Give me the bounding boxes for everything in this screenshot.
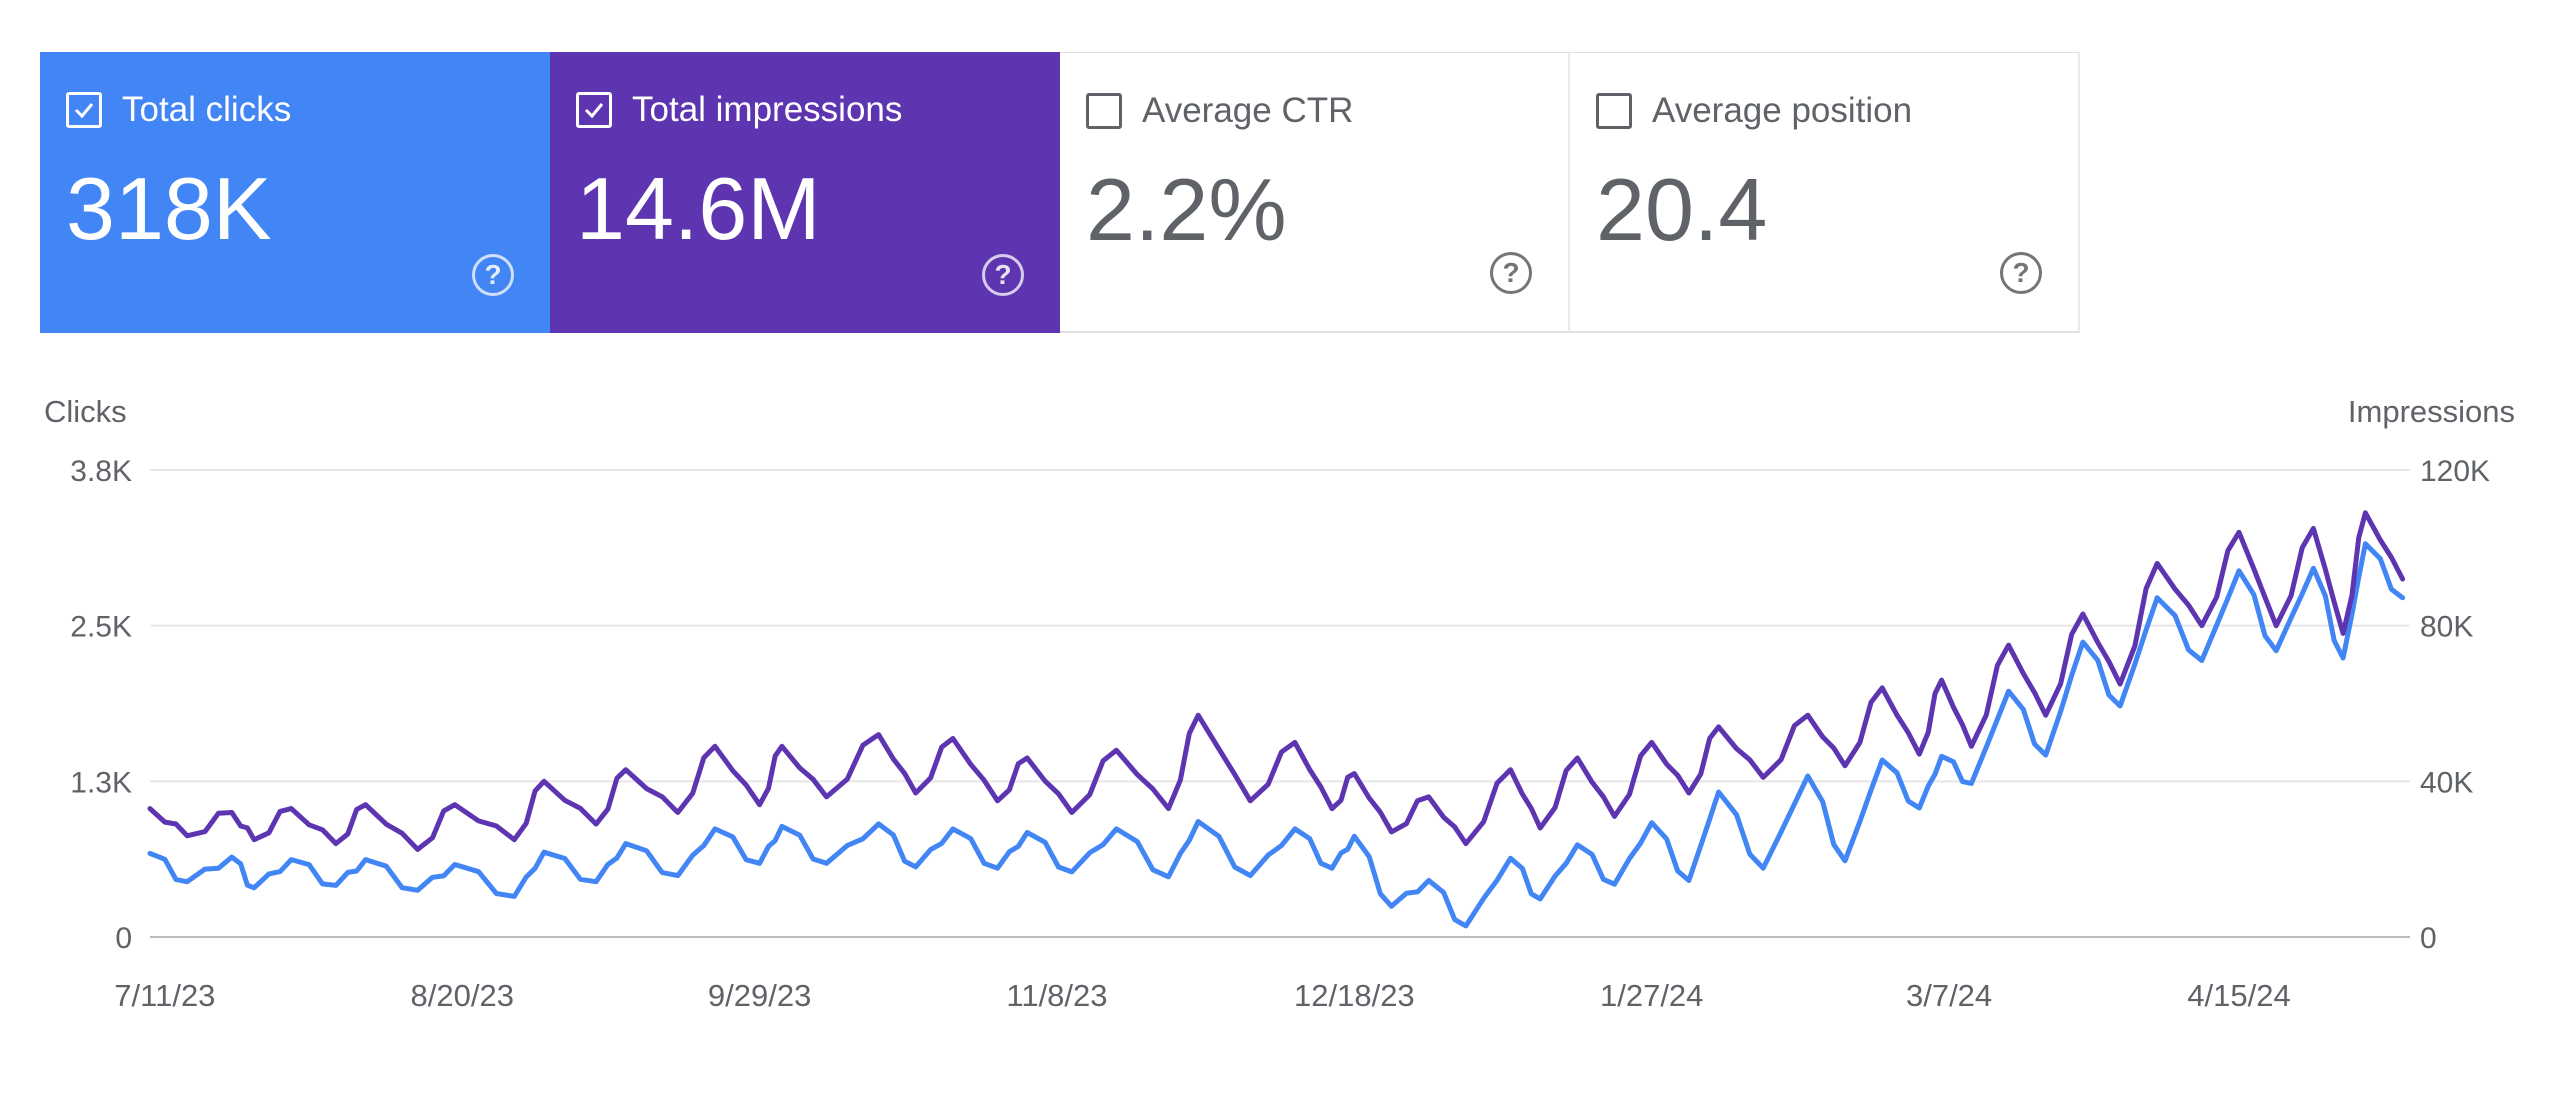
right-axis-tick-label: 0: [2420, 922, 2437, 955]
x-axis-tick-label: 9/29/23: [708, 978, 811, 1013]
help-icon[interactable]: ?: [1490, 252, 1532, 294]
metric-card-average-ctr[interactable]: Average CTR 2.2% ?: [1060, 52, 1570, 333]
checkbox-icon[interactable]: [66, 92, 102, 128]
x-axis-tick-label: 8/20/23: [411, 978, 514, 1013]
left-axis-tick-label: 0: [115, 922, 132, 955]
checkbox-icon[interactable]: [576, 92, 612, 128]
left-axis-title: Clicks: [44, 394, 127, 429]
x-axis-tick-label: 7/11/23: [114, 978, 215, 1013]
x-axis-tick-label: 12/18/23: [1294, 978, 1415, 1013]
right-axis-tick-label: 120K: [2420, 455, 2490, 488]
metric-value: 2.2%: [1086, 160, 1287, 259]
help-icon[interactable]: ?: [2000, 252, 2042, 294]
x-axis-tick-label: 1/27/24: [1600, 978, 1703, 1013]
left-axis-tick-label: 3.8K: [70, 455, 132, 488]
x-axis-tick-label: 11/8/23: [1006, 978, 1107, 1013]
right-axis-tick-label: 80K: [2420, 611, 2473, 644]
performance-chart: 0 0 1.3K 40K 2.5K 80K 3.8K 120K Clicks Impression…: [44, 394, 2515, 1013]
metric-label: Total clicks: [122, 90, 292, 129]
metric-label: Average position: [1652, 91, 1913, 130]
right-axis-title: Impressions: [2348, 394, 2515, 429]
x-axis-tick-label: 4/15/24: [2187, 978, 2290, 1013]
right-axis-tick-label: 40K: [2420, 766, 2473, 799]
left-axis-tick-label: 1.3K: [70, 766, 132, 799]
metric-card-total-impressions[interactable]: Total impressions 14.6M ?: [550, 52, 1060, 333]
impressions-series-line: [147, 510, 2406, 852]
metric-value: 318K: [66, 159, 272, 258]
metric-value: 14.6M: [576, 159, 821, 258]
checkbox-icon[interactable]: [1086, 93, 1122, 129]
x-axis-tick-label: 3/7/24: [1906, 978, 1992, 1013]
metric-cards: Total clicks 318K ? Total impressions 14…: [40, 52, 2080, 333]
left-axis-tick-label: 2.5K: [70, 611, 132, 644]
metric-card-total-clicks[interactable]: Total clicks 318K ?: [40, 52, 550, 333]
metric-value: 20.4: [1596, 160, 1768, 259]
metric-label: Average CTR: [1142, 91, 1354, 130]
help-icon[interactable]: ?: [982, 254, 1024, 296]
clicks-series-line: [147, 541, 2406, 929]
metric-card-average-position[interactable]: Average position 20.4 ?: [1570, 52, 2080, 333]
help-icon[interactable]: ?: [472, 254, 514, 296]
checkbox-icon[interactable]: [1596, 93, 1632, 129]
metric-label: Total impressions: [632, 90, 903, 129]
